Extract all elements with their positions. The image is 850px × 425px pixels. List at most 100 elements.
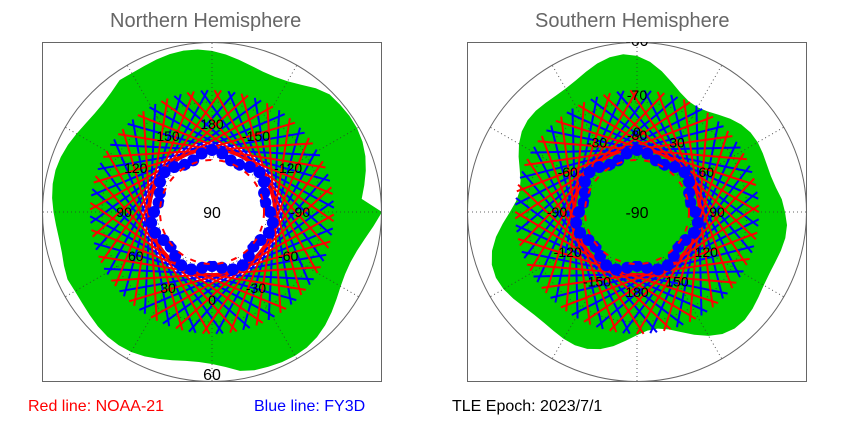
fy3d-footprint-point: [253, 166, 266, 179]
longitude-label: -60: [278, 248, 298, 264]
fy3d-footprint-point: [570, 216, 583, 229]
fy3d-footprint-point: [242, 249, 255, 262]
noaa21-track: [89, 105, 274, 211]
longitude-label: 30: [160, 280, 176, 296]
fy3d-footprint-point: [641, 147, 654, 160]
north-panel-title: Northern Hemisphere: [110, 10, 302, 32]
longitude-label: 120: [695, 244, 719, 260]
fy3d-footprint-point: [175, 259, 188, 272]
fy3d-footprint-point: [233, 158, 246, 171]
longitude-label: -120: [274, 160, 302, 176]
fy3d-footprint-point: [243, 161, 256, 173]
longitude-label: -150: [242, 128, 270, 144]
polar-cap: [163, 163, 261, 261]
longitude-label: 60: [128, 248, 144, 264]
fy3d-footprint-point: [145, 216, 158, 229]
southern-hemisphere-map: 0 30 60 90 120 150 180 -150-120 -90 -60 -30 -90 -60 -…: [467, 42, 807, 382]
fy3d-footprint-point: [678, 166, 691, 179]
fy3d-footprint-point: [691, 216, 704, 229]
fy3d-footprint-point: [640, 261, 653, 274]
fy3d-footprint-point: [672, 240, 685, 253]
noaa21-track: [114, 91, 195, 287]
longitude-label: 0: [208, 292, 216, 308]
fy3d-footprint-point: [661, 259, 674, 272]
fy3d-footprint-point: [668, 161, 681, 173]
latitude-label: -80: [627, 127, 647, 143]
noaa21-track: [608, 177, 755, 332]
longitude-label: 150: [156, 128, 180, 144]
fy3d-footprint-point: [651, 263, 664, 276]
latitude-label: -70: [627, 87, 647, 103]
fy3d-footprint-point: [247, 240, 260, 253]
fy3d-footprint-point: [185, 263, 198, 276]
longitude-label: -30: [246, 280, 266, 296]
noaa21-pole-edge: [584, 159, 690, 265]
noaa21-track: [577, 104, 760, 213]
fy3d-footprint-point: [262, 226, 275, 239]
longitude-label: 90: [116, 204, 132, 220]
fy3d-footprint-point: [258, 176, 270, 188]
noaa21-track: [514, 101, 691, 220]
noaa21-track: [527, 263, 737, 284]
fy3d-footprint-point: [196, 261, 209, 274]
fy3d-footprint-point: [683, 176, 695, 188]
fy3d-footprint-point: [689, 206, 701, 218]
fy3d-footprint-point: [578, 187, 591, 199]
longitude-label: 90: [709, 204, 725, 220]
fy3d-footprint-point: [583, 166, 596, 179]
fy3d-footprint-point: [157, 234, 170, 246]
fy3d-footprint-point: [266, 216, 279, 229]
map-outline: [42, 42, 382, 382]
map-outline: [467, 42, 807, 382]
fy3d-footprint-point: [215, 261, 228, 274]
fy3d-footprint-point: [577, 196, 590, 209]
fy3d-footprint-point: [600, 259, 613, 272]
noaa21-track: [240, 93, 303, 296]
fy3d-footprint-point: [658, 158, 671, 171]
longitude-label: 150: [665, 273, 689, 289]
fy3d-footprint-point: [687, 226, 700, 239]
fy3d-footprint-point: [264, 206, 276, 218]
latitude-gridline: [526, 101, 748, 323]
fy3d-footprint-point: [149, 226, 162, 239]
noaa21-track: [133, 98, 169, 306]
polar-cap: [588, 163, 686, 261]
longitude-label: 180: [625, 284, 649, 300]
longitude-label: 60: [699, 164, 715, 180]
legend-fy3d: Blue line: FY3D: [254, 398, 366, 415]
fy3d-footprint-point: [168, 161, 181, 173]
fy3d-footprint-point: [582, 234, 595, 246]
longitude-label: 180: [200, 116, 224, 132]
noaa21-track: [160, 100, 335, 223]
noaa21-track: [544, 92, 611, 294]
longitude-label: 30: [669, 135, 685, 151]
fy3d-footprint-point: [169, 249, 182, 262]
fy3d-footprint-point: [206, 144, 218, 156]
fy3d-footprint-point: [158, 166, 171, 179]
noaa21-track: [137, 114, 333, 195]
fy3d-footprint-point: [226, 263, 239, 276]
longitude-label: -30: [587, 135, 607, 151]
edge-latitude-label: 60: [203, 367, 221, 382]
longitude-label: 0: [633, 124, 641, 140]
noaa21-track: [516, 115, 714, 193]
fy3d-footprint-point: [610, 263, 623, 276]
noaa21-track: [105, 150, 211, 335]
fy3d-footprint-point: [152, 196, 165, 209]
fy3d-footprint-point: [574, 226, 587, 239]
longitude-label: -60: [558, 164, 578, 180]
fy3d-footprint-point: [620, 147, 633, 160]
longitude-label: -90: [290, 204, 310, 220]
fy3d-footprint-point: [631, 144, 643, 156]
fy3d-footprint-point: [573, 206, 585, 218]
fy3d-footprint-point: [667, 249, 680, 262]
noaa21-track: [111, 266, 321, 282]
noaa21-track: [656, 91, 734, 289]
fy3d-footprint-point: [148, 206, 160, 218]
fy3d-footprint-point: [195, 147, 208, 160]
noaa21-track: [94, 175, 238, 333]
south-panel-title: Southern Hemisphere: [535, 10, 730, 32]
edge-latitude-label: -60: [625, 42, 648, 50]
noaa21-track: [201, 160, 324, 335]
noaa21-pole-edge: [159, 159, 265, 265]
